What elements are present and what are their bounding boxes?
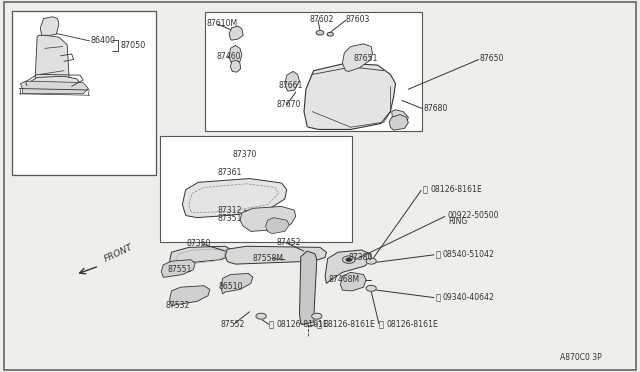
Polygon shape (170, 286, 210, 306)
Polygon shape (161, 260, 195, 277)
Text: 87552: 87552 (220, 320, 244, 329)
Polygon shape (229, 45, 242, 64)
Polygon shape (304, 63, 396, 129)
Text: 87650: 87650 (480, 54, 504, 63)
Polygon shape (170, 246, 232, 267)
Circle shape (327, 32, 333, 36)
Text: 08126-8161E: 08126-8161E (430, 185, 482, 194)
Circle shape (346, 258, 351, 261)
Text: FRONT: FRONT (102, 243, 134, 264)
Text: Ⓑ: Ⓑ (422, 185, 428, 194)
Text: A870C0 3P: A870C0 3P (560, 353, 602, 362)
Text: 87610M: 87610M (206, 19, 237, 28)
Text: 87361: 87361 (218, 169, 242, 177)
Text: 08126-8161E: 08126-8161E (387, 320, 438, 329)
Text: 00922-50500: 00922-50500 (448, 211, 499, 220)
Polygon shape (342, 44, 372, 71)
Text: 87468M: 87468M (328, 275, 360, 284)
Text: 87460: 87460 (216, 52, 241, 61)
Text: 87380: 87380 (349, 253, 373, 262)
Text: 87603: 87603 (346, 15, 370, 24)
Text: RING: RING (448, 217, 467, 226)
Polygon shape (40, 17, 59, 35)
Polygon shape (230, 60, 241, 72)
Text: 86400: 86400 (91, 36, 116, 45)
Bar (160, 136, 352, 242)
Text: 87452: 87452 (276, 238, 301, 247)
Text: 87661: 87661 (278, 81, 303, 90)
Text: Ⓑ: Ⓑ (316, 320, 321, 329)
Text: 87651: 87651 (353, 54, 378, 63)
Polygon shape (20, 81, 88, 94)
Circle shape (312, 313, 322, 319)
Text: Ⓑ: Ⓑ (379, 320, 384, 329)
Text: 87370: 87370 (232, 150, 257, 159)
Text: Ⓢ: Ⓢ (435, 293, 440, 302)
Polygon shape (266, 218, 289, 234)
Text: 87558M: 87558M (253, 254, 284, 263)
Bar (12, 11, 156, 175)
Polygon shape (29, 76, 80, 92)
Text: 87350: 87350 (187, 239, 211, 248)
Text: 87050: 87050 (120, 41, 145, 50)
Text: 87602: 87602 (310, 15, 334, 24)
Text: 87532: 87532 (165, 301, 189, 310)
Polygon shape (221, 273, 253, 294)
Polygon shape (182, 179, 287, 218)
Text: 87351: 87351 (218, 214, 242, 223)
Text: Ⓑ: Ⓑ (269, 320, 274, 329)
Text: Ⓢ: Ⓢ (435, 250, 440, 259)
Text: 08126-8161E: 08126-8161E (276, 320, 328, 329)
Text: 87312: 87312 (218, 206, 242, 215)
Circle shape (316, 31, 324, 35)
Text: 09340-40642: 09340-40642 (443, 293, 495, 302)
Text: 08126-8161E: 08126-8161E (324, 320, 376, 329)
Polygon shape (392, 110, 408, 128)
Polygon shape (389, 115, 408, 130)
Bar (205, 12, 422, 131)
Polygon shape (340, 272, 366, 291)
Polygon shape (35, 35, 69, 94)
Text: 86510: 86510 (219, 282, 243, 291)
Polygon shape (285, 71, 300, 91)
Circle shape (366, 258, 376, 264)
Text: 87670: 87670 (276, 100, 301, 109)
Circle shape (256, 313, 266, 319)
Polygon shape (240, 206, 296, 231)
Polygon shape (225, 246, 326, 264)
Polygon shape (229, 26, 243, 40)
Circle shape (366, 285, 376, 291)
Circle shape (342, 256, 355, 263)
Polygon shape (325, 250, 371, 283)
Text: 87551: 87551 (168, 265, 192, 274)
Polygon shape (300, 251, 317, 324)
Text: 08540-51042: 08540-51042 (443, 250, 495, 259)
Text: 87680: 87680 (424, 104, 448, 113)
